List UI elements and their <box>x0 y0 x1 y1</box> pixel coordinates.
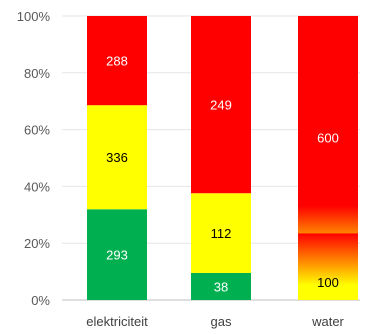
bar-segment-gas <box>191 16 251 194</box>
bar-series: 293 336 288 38 112 249 600 100 <box>87 16 358 300</box>
bar-blend-water <box>298 233 358 286</box>
bar-segment-elektriciteit <box>87 209 147 300</box>
data-label: 112 <box>211 226 232 241</box>
x-category-label: elektriciteit <box>86 314 148 329</box>
y-tick-label: 60% <box>24 123 50 138</box>
x-axis: elektriciteit gas water <box>86 314 344 329</box>
bar-segment-gas <box>191 272 251 300</box>
y-tick-label: 40% <box>24 179 50 194</box>
x-category-label: water <box>311 314 344 329</box>
data-label: 100 <box>317 275 339 290</box>
bar-segment-elektriciteit <box>87 105 147 210</box>
data-label: 249 <box>210 98 232 113</box>
x-category-label: gas <box>211 314 232 329</box>
bar-segment-water <box>298 16 358 260</box>
bar-segment-gas <box>191 193 251 273</box>
data-label: 38 <box>214 279 228 294</box>
y-tick-label: 80% <box>24 66 50 81</box>
data-label: 288 <box>106 54 128 69</box>
y-tick-label: 0% <box>31 293 50 308</box>
data-label: 293 <box>106 248 128 263</box>
data-label: 336 <box>106 150 128 165</box>
data-label: 600 <box>317 131 339 146</box>
bar-segment-elektriciteit <box>87 16 147 106</box>
y-axis: 0% 20% 40% 60% 80% 100% <box>17 9 51 308</box>
y-tick-label: 100% <box>17 9 51 24</box>
y-tick-label: 20% <box>24 236 50 251</box>
